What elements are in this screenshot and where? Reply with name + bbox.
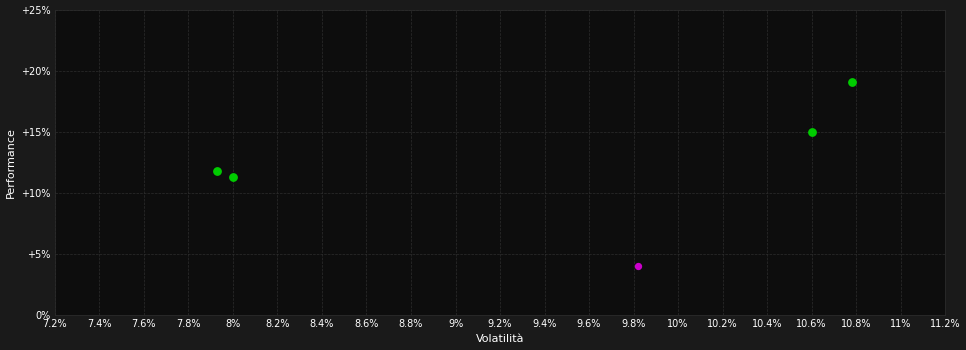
- Y-axis label: Performance: Performance: [6, 127, 15, 198]
- Point: [804, 129, 819, 134]
- Point: [844, 79, 860, 84]
- Point: [210, 168, 225, 174]
- Point: [630, 263, 645, 269]
- X-axis label: Volatilità: Volatilità: [476, 335, 525, 344]
- Point: [225, 174, 241, 180]
